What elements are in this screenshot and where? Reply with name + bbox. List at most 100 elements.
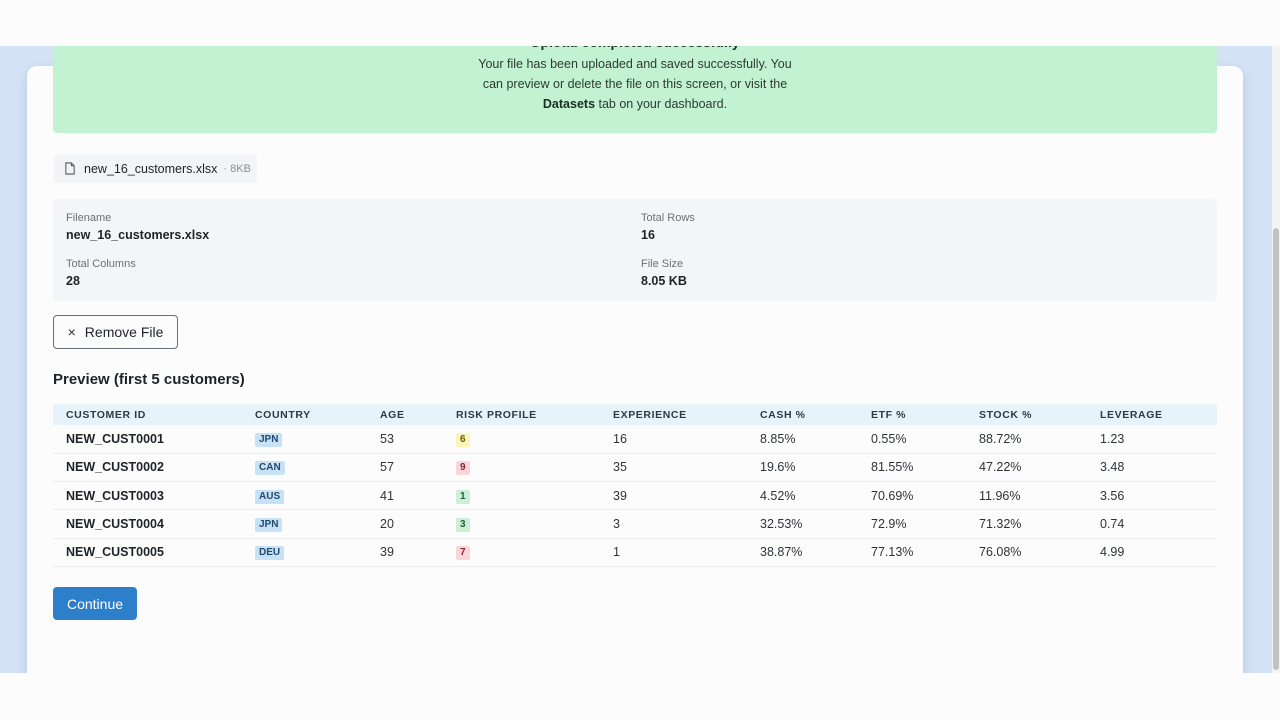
customer-id-cell: NEW_CUST0002: [53, 453, 242, 483]
column-header: STOCK %: [979, 408, 1033, 421]
risk-cell: 1: [443, 481, 600, 511]
file-info-panel: Filename new_16_customers.xlsx Total Row…: [53, 199, 1217, 301]
cash-cell: 38.87%: [747, 538, 858, 567]
close-icon: ×: [67, 324, 76, 340]
country-cell: JPN: [242, 425, 367, 454]
banner-line-3-rest: tab on your dashboard.: [595, 97, 728, 111]
leverage-cell: 1.23: [1087, 425, 1217, 454]
cash-cell: 19.6%: [747, 453, 858, 483]
preview-table: CUSTOMER ID COUNTRY AGE RISK PROFILE EXP…: [53, 404, 1217, 567]
cash-cell: 4.52%: [747, 481, 858, 511]
total-rows-value: 16: [641, 228, 655, 242]
table-row: NEW_CUST0004 JPN 20 3 3 32.53% 72.9% 71.…: [53, 509, 1217, 539]
uploaded-file-chip: new_16_customers.xlsx · 8KB: [54, 154, 257, 183]
column-header: AGE: [380, 408, 405, 421]
stock-cell: 88.72%: [966, 425, 1087, 454]
country-cell: JPN: [242, 509, 367, 539]
risk-badge: 9: [456, 461, 470, 476]
age-cell: 20: [367, 509, 443, 539]
filename-value: new_16_customers.xlsx: [66, 228, 210, 242]
column-header: RISK PROFILE: [456, 408, 537, 421]
filename-info: Filename new_16_customers.xlsx: [66, 212, 209, 242]
country-badge: JPN: [255, 432, 283, 447]
country-badge: CAN: [255, 461, 285, 476]
column-header: EXPERIENCE: [613, 408, 687, 421]
table-header-row: CUSTOMER ID COUNTRY AGE RISK PROFILE EXP…: [53, 404, 1217, 425]
cash-cell: 8.85%: [747, 425, 858, 454]
risk-cell: 7: [443, 538, 600, 567]
file-chip-name: new_16_customers.xlsx: [84, 161, 218, 176]
stock-cell: 76.08%: [966, 538, 1087, 567]
stock-cell: 11.96%: [966, 481, 1087, 511]
risk-badge: 6: [456, 432, 470, 447]
customer-id-cell: NEW_CUST0001: [53, 425, 242, 454]
country-cell: CAN: [242, 453, 367, 483]
total-columns-info: Total Columns 28: [66, 258, 136, 288]
file-chip-size: · 8KB: [223, 162, 251, 175]
table-row: NEW_CUST0003 AUS 41 1 39 4.52% 70.69% 11…: [53, 481, 1217, 511]
risk-cell: 6: [443, 425, 600, 454]
customer-id-cell: NEW_CUST0004: [53, 509, 242, 539]
table-row: NEW_CUST0005 DEU 39 7 1 38.87% 77.13% 76…: [53, 538, 1217, 567]
experience-cell: 1: [600, 538, 747, 567]
banner-message: Your file has been uploaded and saved su…: [53, 54, 1217, 114]
experience-cell: 16: [600, 425, 747, 454]
cash-cell: 32.53%: [747, 509, 858, 539]
risk-badge: 7: [456, 546, 470, 561]
banner-line-1: Your file has been uploaded and saved su…: [478, 57, 792, 71]
risk-badge: 3: [456, 518, 470, 533]
etf-cell: 81.55%: [858, 453, 966, 483]
risk-cell: 9: [443, 453, 600, 483]
table-row: NEW_CUST0002 CAN 57 9 35 19.6% 81.55% 47…: [53, 453, 1217, 483]
risk-cell: 3: [443, 509, 600, 539]
page-background: [0, 46, 1272, 692]
column-header: ETF %: [871, 408, 907, 421]
remove-file-button[interactable]: × Remove File: [53, 315, 178, 349]
country-badge: JPN: [255, 518, 283, 533]
stock-cell: 71.32%: [966, 509, 1087, 539]
file-size-info: File Size 8.05 KB: [641, 258, 687, 288]
customer-id-cell: NEW_CUST0003: [53, 481, 242, 511]
column-header: CUSTOMER ID: [66, 408, 146, 421]
age-cell: 41: [367, 481, 443, 511]
etf-cell: 0.55%: [858, 425, 966, 454]
scrollbar-thumb[interactable]: [1273, 228, 1279, 670]
leverage-cell: 3.48: [1087, 453, 1217, 483]
age-cell: 57: [367, 453, 443, 483]
experience-cell: 3: [600, 509, 747, 539]
preview-title: Preview (first 5 customers): [53, 371, 245, 388]
risk-badge: 1: [456, 489, 470, 504]
stock-cell: 47.22%: [966, 453, 1087, 483]
page-footer-area: [0, 673, 1280, 720]
country-cell: AUS: [242, 481, 367, 511]
datasets-link-text: Datasets: [542, 97, 596, 111]
remove-file-label: Remove File: [84, 324, 164, 340]
total-rows-label: Total Rows: [641, 212, 695, 224]
experience-cell: 35: [600, 453, 747, 483]
country-badge: AUS: [255, 489, 285, 504]
etf-cell: 77.13%: [858, 538, 966, 567]
column-header: LEVERAGE: [1100, 408, 1163, 421]
file-size-label: File Size: [641, 258, 684, 270]
continue-button[interactable]: Continue: [53, 587, 137, 620]
file-icon: [65, 162, 75, 175]
etf-cell: 72.9%: [858, 509, 966, 539]
experience-cell: 39: [600, 481, 747, 511]
leverage-cell: 4.99: [1087, 538, 1217, 567]
country-cell: DEU: [242, 538, 367, 567]
column-header: CASH %: [760, 408, 806, 421]
leverage-cell: 3.56: [1087, 481, 1217, 511]
leverage-cell: 0.74: [1087, 509, 1217, 539]
file-size-value: 8.05 KB: [641, 274, 687, 288]
total-rows-info: Total Rows 16: [641, 212, 695, 242]
table-row: NEW_CUST0001 JPN 53 6 16 8.85% 0.55% 88.…: [53, 425, 1217, 454]
column-header: COUNTRY: [255, 408, 311, 421]
age-cell: 39: [367, 538, 443, 567]
customer-id-cell: NEW_CUST0005: [53, 538, 242, 567]
banner-line-2: can preview or delete the file on this s…: [482, 77, 788, 91]
top-bar: [0, 0, 1280, 46]
total-columns-value: 28: [66, 274, 80, 288]
total-columns-label: Total Columns: [66, 258, 136, 270]
banner-line-3: Datasets tab on your dashboard.: [53, 94, 1217, 114]
etf-cell: 70.69%: [858, 481, 966, 511]
